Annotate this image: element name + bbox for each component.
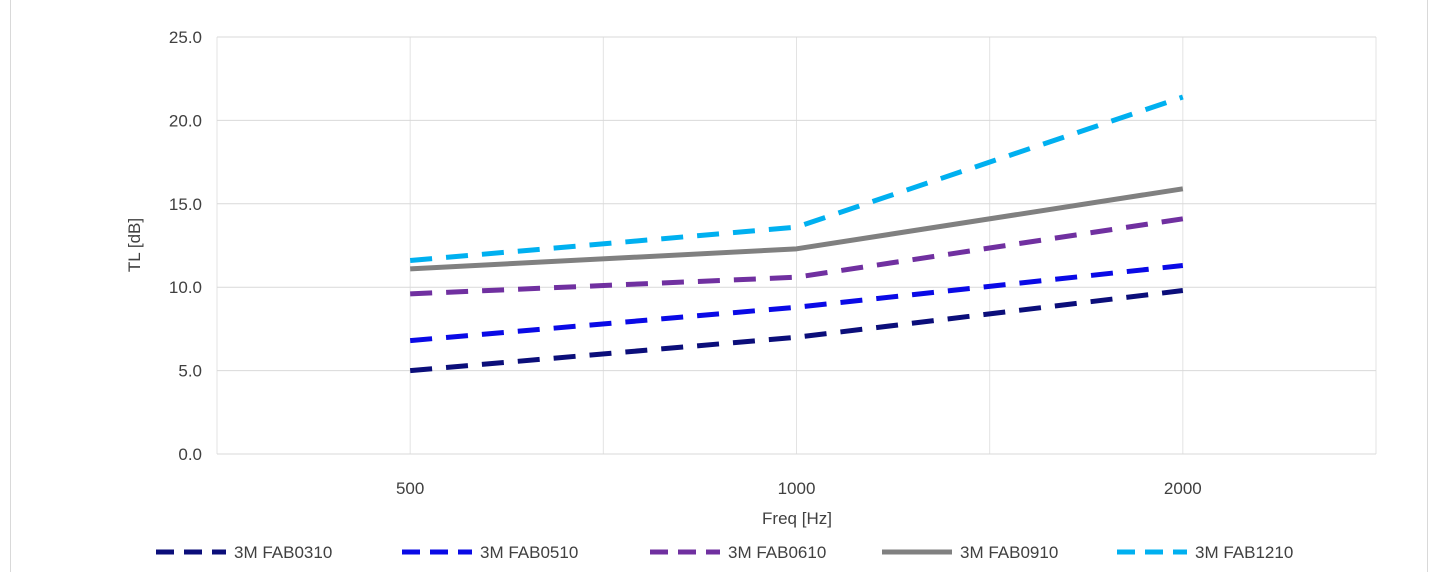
legend: 3M FAB0310 3M FAB0510 3M FAB0610 3M FAB0910… [156,543,1293,562]
x-tick-label: 1000 [778,479,816,498]
series-line-3m-fab1210 [409,94,1184,264]
y-tick-label: 20.0 [169,111,202,130]
legend-label: 3M FAB0310 [234,543,332,562]
series-line-3m-fab0310 [409,288,1184,374]
legend-label: 3M FAB0910 [960,543,1058,562]
y-tick-label: 0.0 [178,445,202,464]
series-line-3m-fab0510 [409,263,1184,344]
series-lines [409,94,1184,374]
legend-item: 3M FAB0310 [156,543,332,562]
grid-lines [216,36,1377,455]
series-line-3m-fab0610 [410,216,1184,297]
y-tick-label: 5.0 [178,362,202,381]
legend-label: 3M FAB0510 [480,543,578,562]
x-tick-label: 2000 [1164,479,1202,498]
y-tick-label: 10.0 [169,278,202,297]
legend-item: 3M FAB0610 [650,543,826,562]
legend-label: 3M FAB1210 [1195,543,1293,562]
y-tick-label: 15.0 [169,195,202,214]
x-tick-label: 500 [396,479,424,498]
chart-frame [10,0,1428,572]
y-tick-labels: 0.0 5.0 10.0 15.0 20.0 25.0 [169,28,202,464]
x-tick-labels: 500 1000 2000 [396,479,1202,498]
legend-label: 3M FAB0610 [728,543,826,562]
y-tick-label: 25.0 [169,28,202,47]
x-axis-title: Freq [Hz] [762,509,832,528]
legend-item: 3M FAB1210 [1117,543,1293,562]
legend-item: 3M FAB0510 [402,543,578,562]
y-axis-title: TL [dB] [125,218,144,272]
legend-item: 3M FAB0910 [882,543,1058,562]
series-line-3m-fab0910 [410,186,1184,272]
